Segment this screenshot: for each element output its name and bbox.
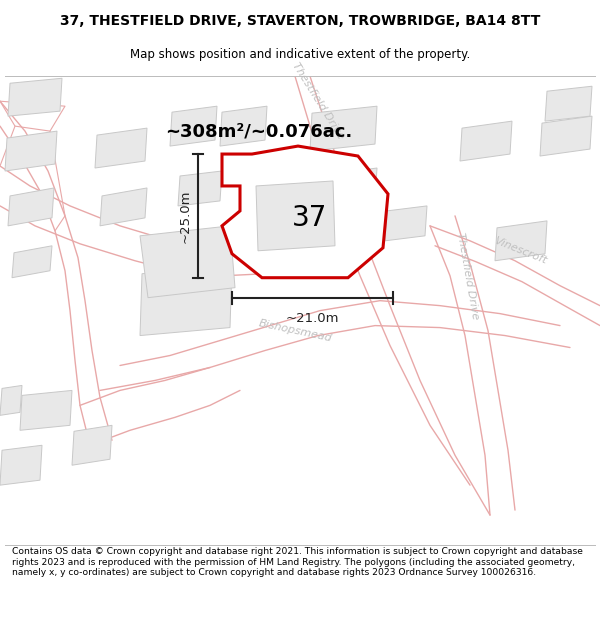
Polygon shape [140, 266, 232, 336]
Polygon shape [545, 86, 592, 121]
Polygon shape [256, 181, 335, 251]
Text: 37, THESTFIELD DRIVE, STAVERTON, TROWBRIDGE, BA14 8TT: 37, THESTFIELD DRIVE, STAVERTON, TROWBRI… [60, 14, 540, 28]
Text: Map shows position and indicative extent of the property.: Map shows position and indicative extent… [130, 48, 470, 61]
Polygon shape [170, 106, 217, 146]
Polygon shape [12, 246, 52, 278]
Polygon shape [330, 168, 377, 206]
Polygon shape [460, 121, 512, 161]
Polygon shape [222, 146, 388, 278]
Polygon shape [5, 131, 57, 171]
Polygon shape [20, 391, 72, 430]
Text: Contains OS data © Crown copyright and database right 2021. This information is : Contains OS data © Crown copyright and d… [12, 548, 583, 578]
Text: Thestfield Drive: Thestfield Drive [455, 231, 481, 320]
Polygon shape [310, 106, 377, 151]
Text: 37: 37 [292, 204, 328, 232]
Text: ~21.0m: ~21.0m [286, 312, 339, 324]
Polygon shape [0, 386, 22, 416]
Polygon shape [140, 226, 235, 298]
Text: ~308m²/~0.076ac.: ~308m²/~0.076ac. [165, 122, 352, 140]
Text: Bishopsmead: Bishopsmead [257, 318, 332, 343]
Polygon shape [495, 221, 547, 261]
Polygon shape [385, 206, 427, 241]
Polygon shape [72, 426, 112, 465]
Polygon shape [178, 171, 222, 206]
Polygon shape [0, 445, 42, 485]
Polygon shape [100, 188, 147, 226]
Polygon shape [8, 188, 54, 226]
Polygon shape [8, 78, 62, 116]
Polygon shape [540, 116, 592, 156]
Text: Thestfield Drive: Thestfield Drive [290, 61, 346, 141]
Polygon shape [220, 106, 267, 146]
Text: ~25.0m: ~25.0m [179, 189, 192, 242]
Polygon shape [95, 128, 147, 168]
Text: Vinescroft: Vinescroft [492, 236, 548, 266]
